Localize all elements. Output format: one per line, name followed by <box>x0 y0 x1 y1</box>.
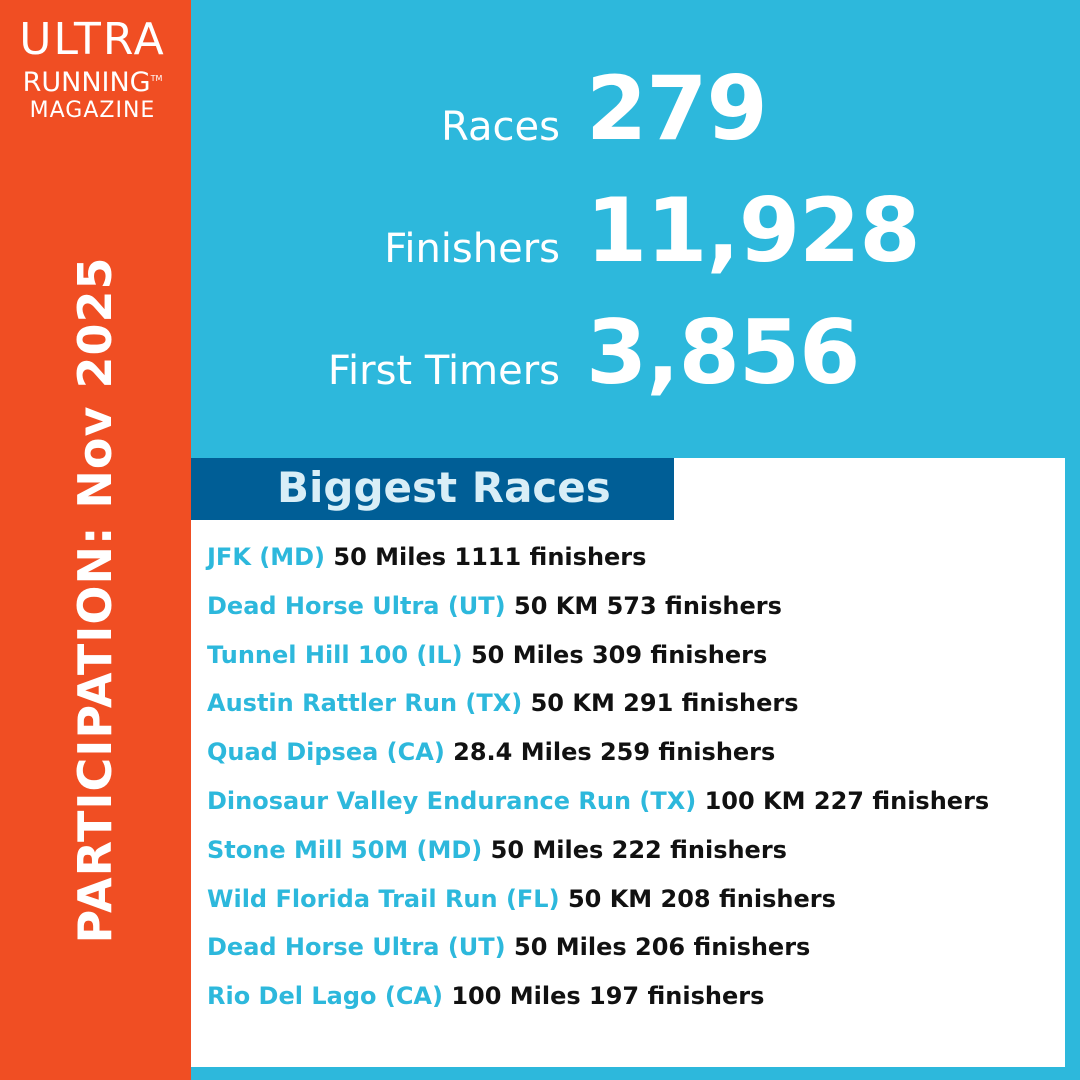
stat-label: Races <box>441 104 560 150</box>
race-detail: 50 KM 291 finishers <box>530 689 799 718</box>
race-name: Stone Mill 50M (MD) <box>207 835 483 864</box>
race-name: Dinosaur Valley Endurance Run (TX) <box>207 786 697 815</box>
list-item: Rio Del Lago (CA) 100 Miles 197 finisher… <box>207 981 989 1030</box>
list-item: Dinosaur Valley Endurance Run (TX) 100 K… <box>207 786 989 835</box>
stat-value: 11,928 <box>586 179 921 282</box>
race-name: Wild Florida Trail Run (FL) <box>207 884 560 913</box>
stats-section: Races 279 Finishers 11,928 First Timers … <box>191 0 1080 455</box>
sidebar: ULTRA RUNNINGTM MAGAZINE PARTICIPATION: … <box>0 0 191 1080</box>
biggest-races-panel: Biggest Races JFK (MD) 50 Miles 1111 fin… <box>191 458 1065 1067</box>
logo-magazine: MAGAZINE <box>29 98 156 123</box>
race-detail: 50 Miles 206 finishers <box>514 933 811 962</box>
race-name: Rio Del Lago (CA) <box>207 982 443 1011</box>
race-name: JFK (MD) <box>207 543 326 571</box>
biggest-races-header: Biggest Races <box>191 458 674 520</box>
list-item: Quad Dipsea (CA) 28.4 Miles 259 finisher… <box>207 737 989 786</box>
list-item: Dead Horse Ultra (UT) 50 KM 573 finisher… <box>207 591 989 640</box>
stat-finishers: Finishers 11,928 <box>191 162 1080 282</box>
list-item: Tunnel Hill 100 (IL) 50 Miles 309 finish… <box>207 640 989 689</box>
logo-trademark: TM <box>150 74 163 83</box>
race-name: Dead Horse Ultra (UT) <box>207 591 506 620</box>
stat-label: Finishers <box>384 226 560 272</box>
race-detail: 50 Miles 309 finishers <box>470 640 768 669</box>
race-detail: 50 Miles 1111 finishers <box>333 543 647 571</box>
race-detail: 50 Miles 222 finishers <box>490 835 787 864</box>
stat-races: Races 279 <box>191 40 1080 160</box>
list-item: Dead Horse Ultra (UT) 50 Miles 206 finis… <box>207 932 989 981</box>
race-name: Quad Dipsea (CA) <box>207 738 445 767</box>
race-detail: 100 Miles 197 finishers <box>451 982 765 1011</box>
magazine-logo: ULTRA RUNNINGTM MAGAZINE <box>0 16 191 124</box>
list-item: JFK (MD) 50 Miles 1111 finishers <box>207 542 989 591</box>
list-item: Austin Rattler Run (TX) 50 KM 291 finish… <box>207 688 989 737</box>
list-item: Wild Florida Trail Run (FL) 50 KM 208 fi… <box>207 884 989 933</box>
biggest-races-title: Biggest Races <box>277 463 611 512</box>
stat-first-timers: First Timers 3,856 <box>191 284 1080 404</box>
race-detail: 28.4 Miles 259 finishers <box>453 738 776 767</box>
sidebar-title: PARTICIPATION: Nov 2025 <box>68 256 122 944</box>
race-detail: 50 KM 573 finishers <box>514 591 782 620</box>
stat-value: 279 <box>586 57 768 160</box>
logo-running: RUNNINGTM <box>0 64 191 98</box>
race-detail: 50 KM 208 finishers <box>567 884 836 913</box>
list-item: Stone Mill 50M (MD) 50 Miles 222 finishe… <box>207 835 989 884</box>
stat-value: 3,856 <box>586 301 860 404</box>
stat-label: First Timers <box>327 348 560 394</box>
logo-running-text: RUNNING <box>22 67 151 98</box>
race-name: Dead Horse Ultra (UT) <box>207 933 506 962</box>
race-detail: 100 KM 227 finishers <box>704 786 990 815</box>
race-name: Tunnel Hill 100 (IL) <box>207 640 463 669</box>
race-name: Austin Rattler Run (TX) <box>207 689 523 718</box>
logo-ultra: ULTRA <box>19 14 166 65</box>
race-list: JFK (MD) 50 Miles 1111 finishers Dead Ho… <box>207 542 989 1030</box>
